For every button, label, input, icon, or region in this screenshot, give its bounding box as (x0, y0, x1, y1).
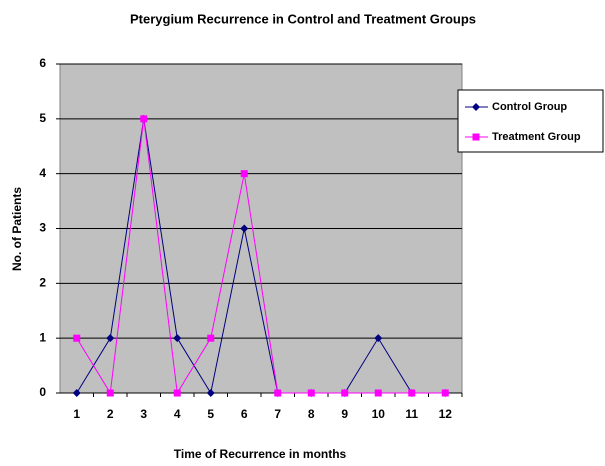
data-point (173, 389, 181, 397)
data-point (72, 389, 81, 397)
data-point (374, 389, 382, 397)
data-point (173, 334, 182, 343)
chart-title: Pterygium Recurrence in Control and Trea… (130, 11, 476, 26)
x-tick-label: 9 (341, 407, 348, 421)
y-axis-label: No. of Patients (10, 187, 24, 271)
data-point (106, 334, 115, 343)
data-point (307, 389, 315, 397)
x-tick-label: 12 (439, 407, 453, 421)
x-tick-label: 3 (140, 407, 147, 421)
series-line (76, 118, 446, 395)
data-point (140, 115, 148, 123)
series-line (76, 118, 446, 395)
y-tick-label: 6 (39, 56, 46, 70)
data-point (73, 334, 81, 342)
data-point (240, 170, 248, 178)
data-point (408, 389, 416, 397)
x-tick-label: 10 (372, 407, 386, 421)
x-tick-label: 8 (308, 407, 315, 421)
y-tick-label: 5 (39, 111, 46, 125)
x-tick-label: 7 (274, 407, 281, 421)
y-tick-label: 2 (39, 276, 46, 290)
x-tick-label: 2 (107, 407, 114, 421)
legend-label: Control Group (492, 101, 567, 113)
y-tick-label: 1 (39, 330, 46, 344)
x-tick-label: 4 (174, 407, 181, 421)
data-point (106, 389, 114, 397)
y-tick-label: 0 (39, 385, 46, 399)
x-tick-label: 1 (73, 407, 80, 421)
legend-label: Treatment Group (492, 131, 581, 143)
data-point (374, 334, 383, 343)
data-point (207, 334, 215, 342)
x-tick-label: 6 (241, 407, 248, 421)
data-point (240, 224, 249, 233)
legend-marker (472, 103, 480, 111)
x-tick-label: 5 (207, 407, 214, 421)
data-point (274, 389, 282, 397)
x-tick-label: 11 (405, 407, 418, 421)
y-tick-label: 4 (39, 166, 46, 180)
y-tick-label: 3 (39, 221, 46, 235)
legend-marker (472, 133, 480, 141)
data-point (441, 389, 449, 397)
data-point (341, 389, 349, 397)
data-point (206, 389, 215, 397)
legend (457, 89, 604, 153)
x-axis-label: Time of Recurrence in months (174, 447, 347, 461)
